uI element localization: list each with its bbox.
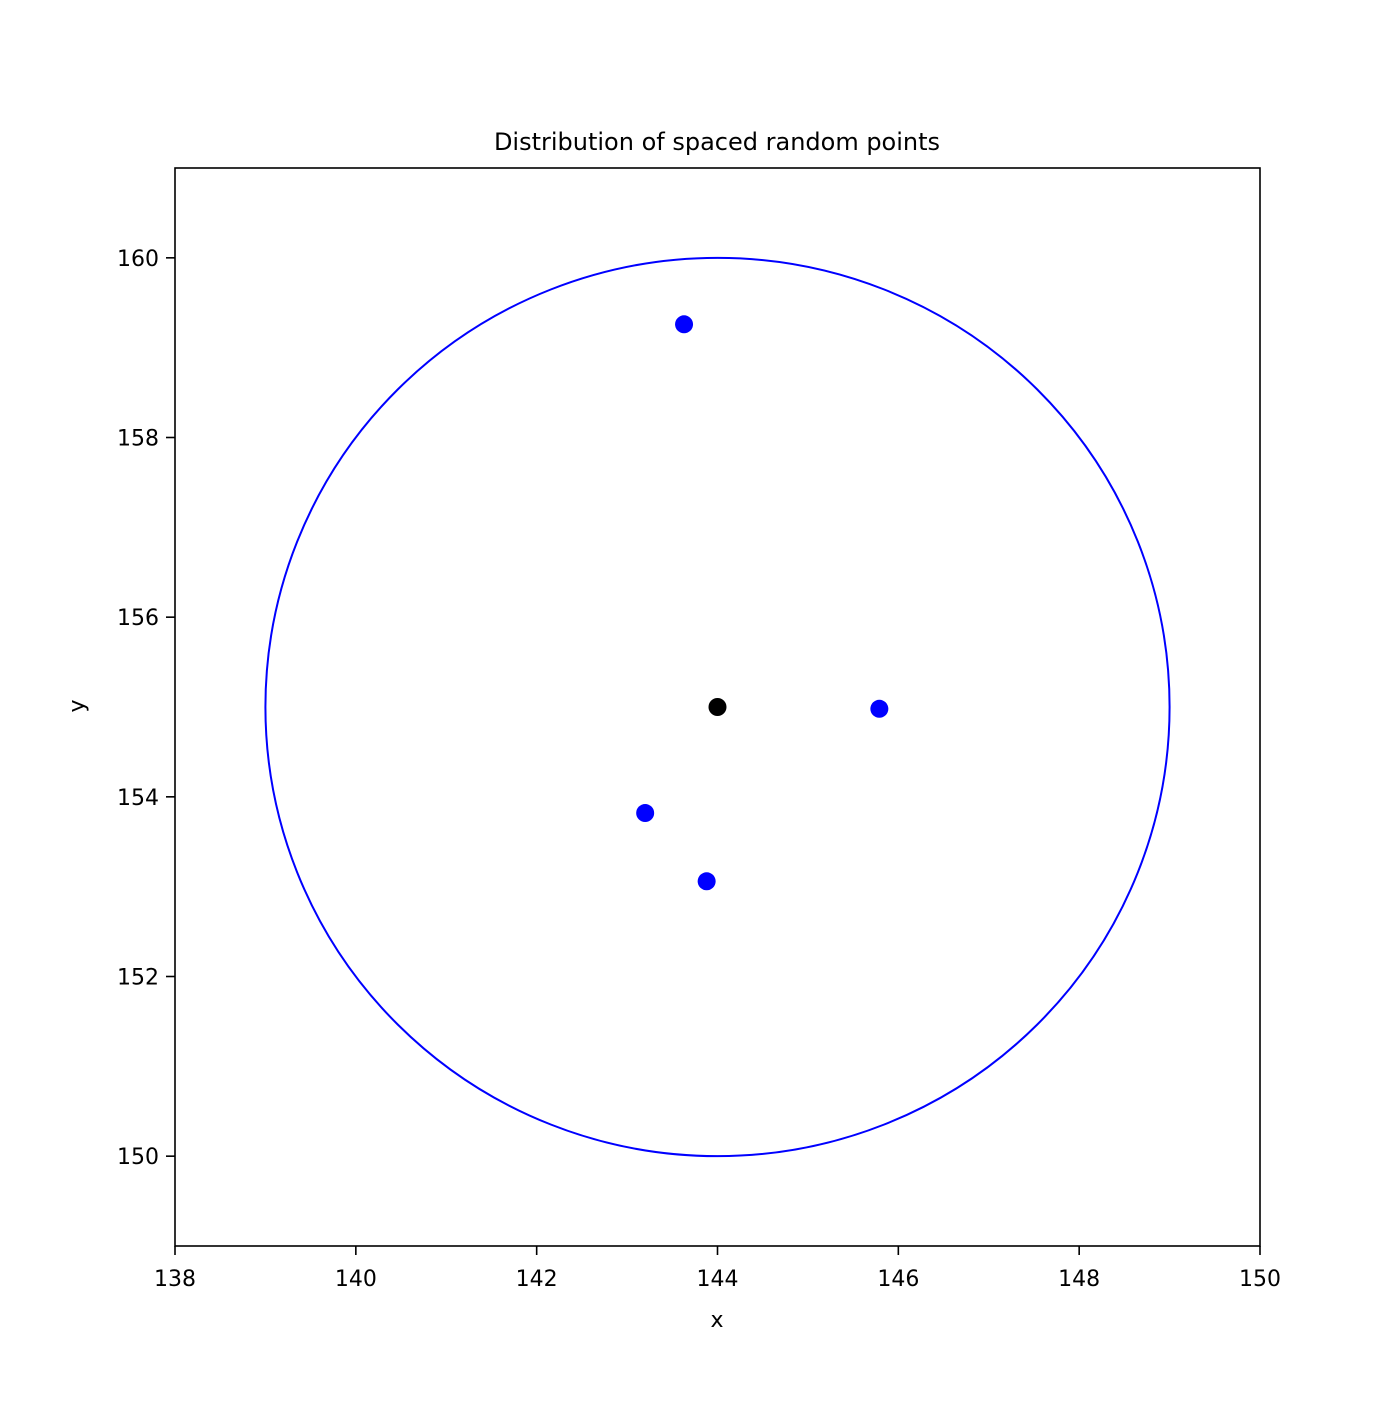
y-axis-label: y xyxy=(65,699,90,712)
x-tick-label-138: 138 xyxy=(154,1267,196,1292)
center-point xyxy=(708,698,727,716)
x-tick-label-144: 144 xyxy=(697,1267,739,1292)
y-tick-label-152: 152 xyxy=(117,966,159,991)
boundary-circle xyxy=(264,256,1171,1158)
x-tick-label-140: 140 xyxy=(335,1267,377,1292)
y-tick-label-160: 160 xyxy=(117,247,159,272)
data-point-2 xyxy=(870,699,889,718)
x-tick-label-142: 142 xyxy=(516,1267,558,1292)
y-tick-label-150: 150 xyxy=(117,1145,159,1170)
y-tick-label-158: 158 xyxy=(117,427,159,452)
x-axis-label: x xyxy=(710,1308,723,1333)
x-tick-label-148: 148 xyxy=(1058,1267,1100,1292)
y-tick-label-156: 156 xyxy=(117,606,159,631)
data-point-4 xyxy=(697,872,716,891)
x-tick-label-146: 146 xyxy=(877,1267,919,1292)
y-tick-label-154: 154 xyxy=(117,786,159,811)
x-tick-label-150: 150 xyxy=(1239,1267,1281,1292)
data-point-3 xyxy=(636,804,655,823)
data-point-1 xyxy=(675,315,694,334)
chart-title: Distribution of spaced random points xyxy=(494,128,940,156)
plot-area: 138 140 142 144 146 148 150 150 152 154 156 158 160 xyxy=(117,167,1281,1292)
